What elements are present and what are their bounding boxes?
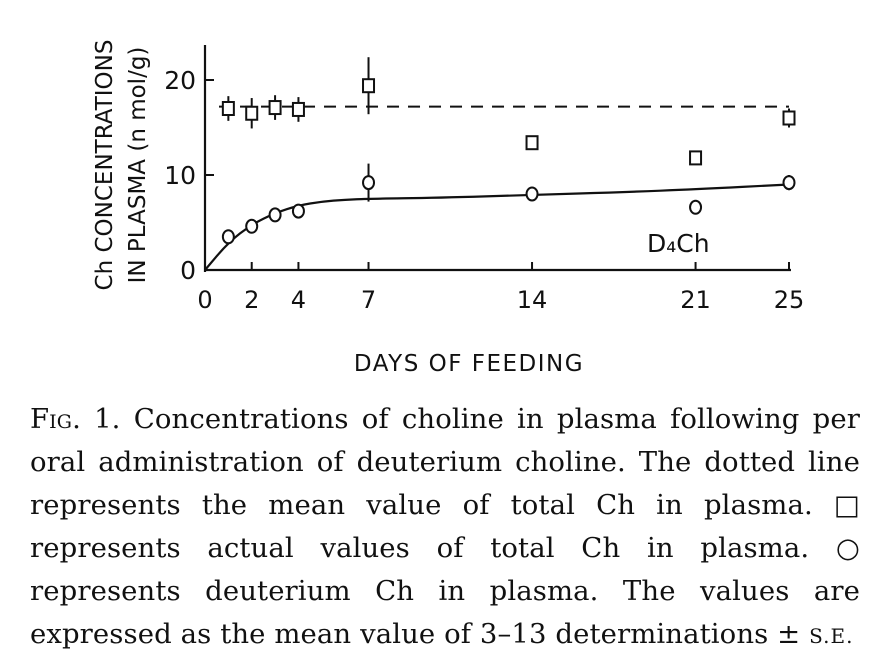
y-tick-label: 0 xyxy=(180,256,196,285)
point-deuterium-ch xyxy=(221,229,235,245)
point-deuterium-ch xyxy=(525,186,539,202)
y-axis-label-line2: IN PLASMA (n mol/g) xyxy=(125,47,151,284)
point-deuterium-ch xyxy=(362,175,376,191)
x-tick-label: 2 xyxy=(244,286,259,314)
figure-number: Fig. 1. xyxy=(30,403,121,435)
point-total-ch xyxy=(221,101,235,116)
chart-marks xyxy=(221,57,796,245)
point-total-ch xyxy=(525,135,539,151)
y-tick-label: 10 xyxy=(164,161,196,190)
point-total-ch xyxy=(689,150,703,166)
point-deuterium-ch xyxy=(245,218,259,234)
x-tick-label: 4 xyxy=(291,286,306,314)
point-total-ch xyxy=(291,101,305,117)
x-tick-label: 14 xyxy=(517,286,548,314)
point-deuterium-ch xyxy=(268,207,282,223)
point-total-ch xyxy=(245,105,259,121)
point-total-ch xyxy=(268,100,282,116)
point-total-ch xyxy=(782,110,796,126)
x-axis-label: DAYS OF FEEDING xyxy=(354,351,584,377)
point-total-ch xyxy=(362,78,376,94)
y-axis-label-line1: Ch CONCENTRATIONS xyxy=(92,40,118,291)
figure-caption: Fig. 1. Concentrations of choline in pla… xyxy=(30,398,860,658)
x-tick-label: 25 xyxy=(774,286,805,314)
x-tick-label: 7 xyxy=(361,286,376,314)
caption-text: Concentrations of choline in plasma foll… xyxy=(30,403,861,650)
point-deuterium-ch xyxy=(291,203,305,219)
point-deuterium-ch xyxy=(689,199,703,215)
caption-se: S.E. xyxy=(809,624,854,648)
chart: 0 10 20 0 2 4 7 14 21 25 Ch CONCENTRATIONS IN PLA… xyxy=(92,40,804,377)
x-tick-label: 21 xyxy=(680,286,711,314)
y-tick-label: 20 xyxy=(164,66,196,95)
chart-labels: Ch CONCENTRATIONS IN PLASMA (n mol/g) DA… xyxy=(92,40,710,377)
x-tick-label: 0 xyxy=(197,286,212,314)
point-deuterium-ch xyxy=(782,175,796,191)
axes: 0 10 20 0 2 4 7 14 21 25 xyxy=(164,45,804,314)
series-label-d4ch: D₄Ch xyxy=(647,229,710,258)
